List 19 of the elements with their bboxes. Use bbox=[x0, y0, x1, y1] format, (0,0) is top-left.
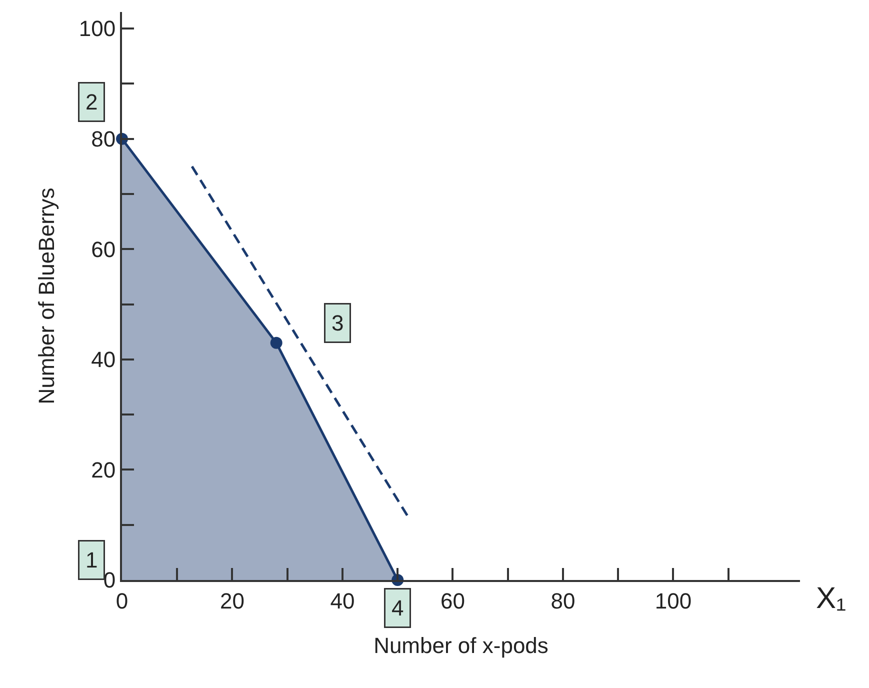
x-tick-label: 80 bbox=[550, 588, 576, 614]
y-axis-title: Number of BlueBerrys bbox=[34, 188, 60, 404]
x-tick-label: 20 bbox=[220, 588, 244, 614]
x-axis-title: Number of x-pods bbox=[374, 632, 548, 658]
point bbox=[270, 336, 282, 349]
x-tick-label: 60 bbox=[440, 588, 465, 614]
annotation: 4 bbox=[392, 596, 404, 620]
y-tick-label: 0 bbox=[103, 568, 116, 593]
annotation: 1 bbox=[86, 548, 98, 572]
y-tick-label: 20 bbox=[91, 457, 116, 482]
y-tick-label: 40 bbox=[91, 347, 116, 372]
y-tick-label: 100 bbox=[78, 16, 116, 42]
y-tick-label: 60 bbox=[91, 236, 116, 262]
x-tick-label: 40 bbox=[330, 588, 355, 614]
annotation: 3 bbox=[332, 310, 344, 336]
annotation: 2 bbox=[86, 90, 98, 114]
x-tick-label: 100 bbox=[654, 588, 692, 614]
y-tick-label: 80 bbox=[91, 126, 116, 152]
text: X₁ bbox=[816, 582, 846, 615]
